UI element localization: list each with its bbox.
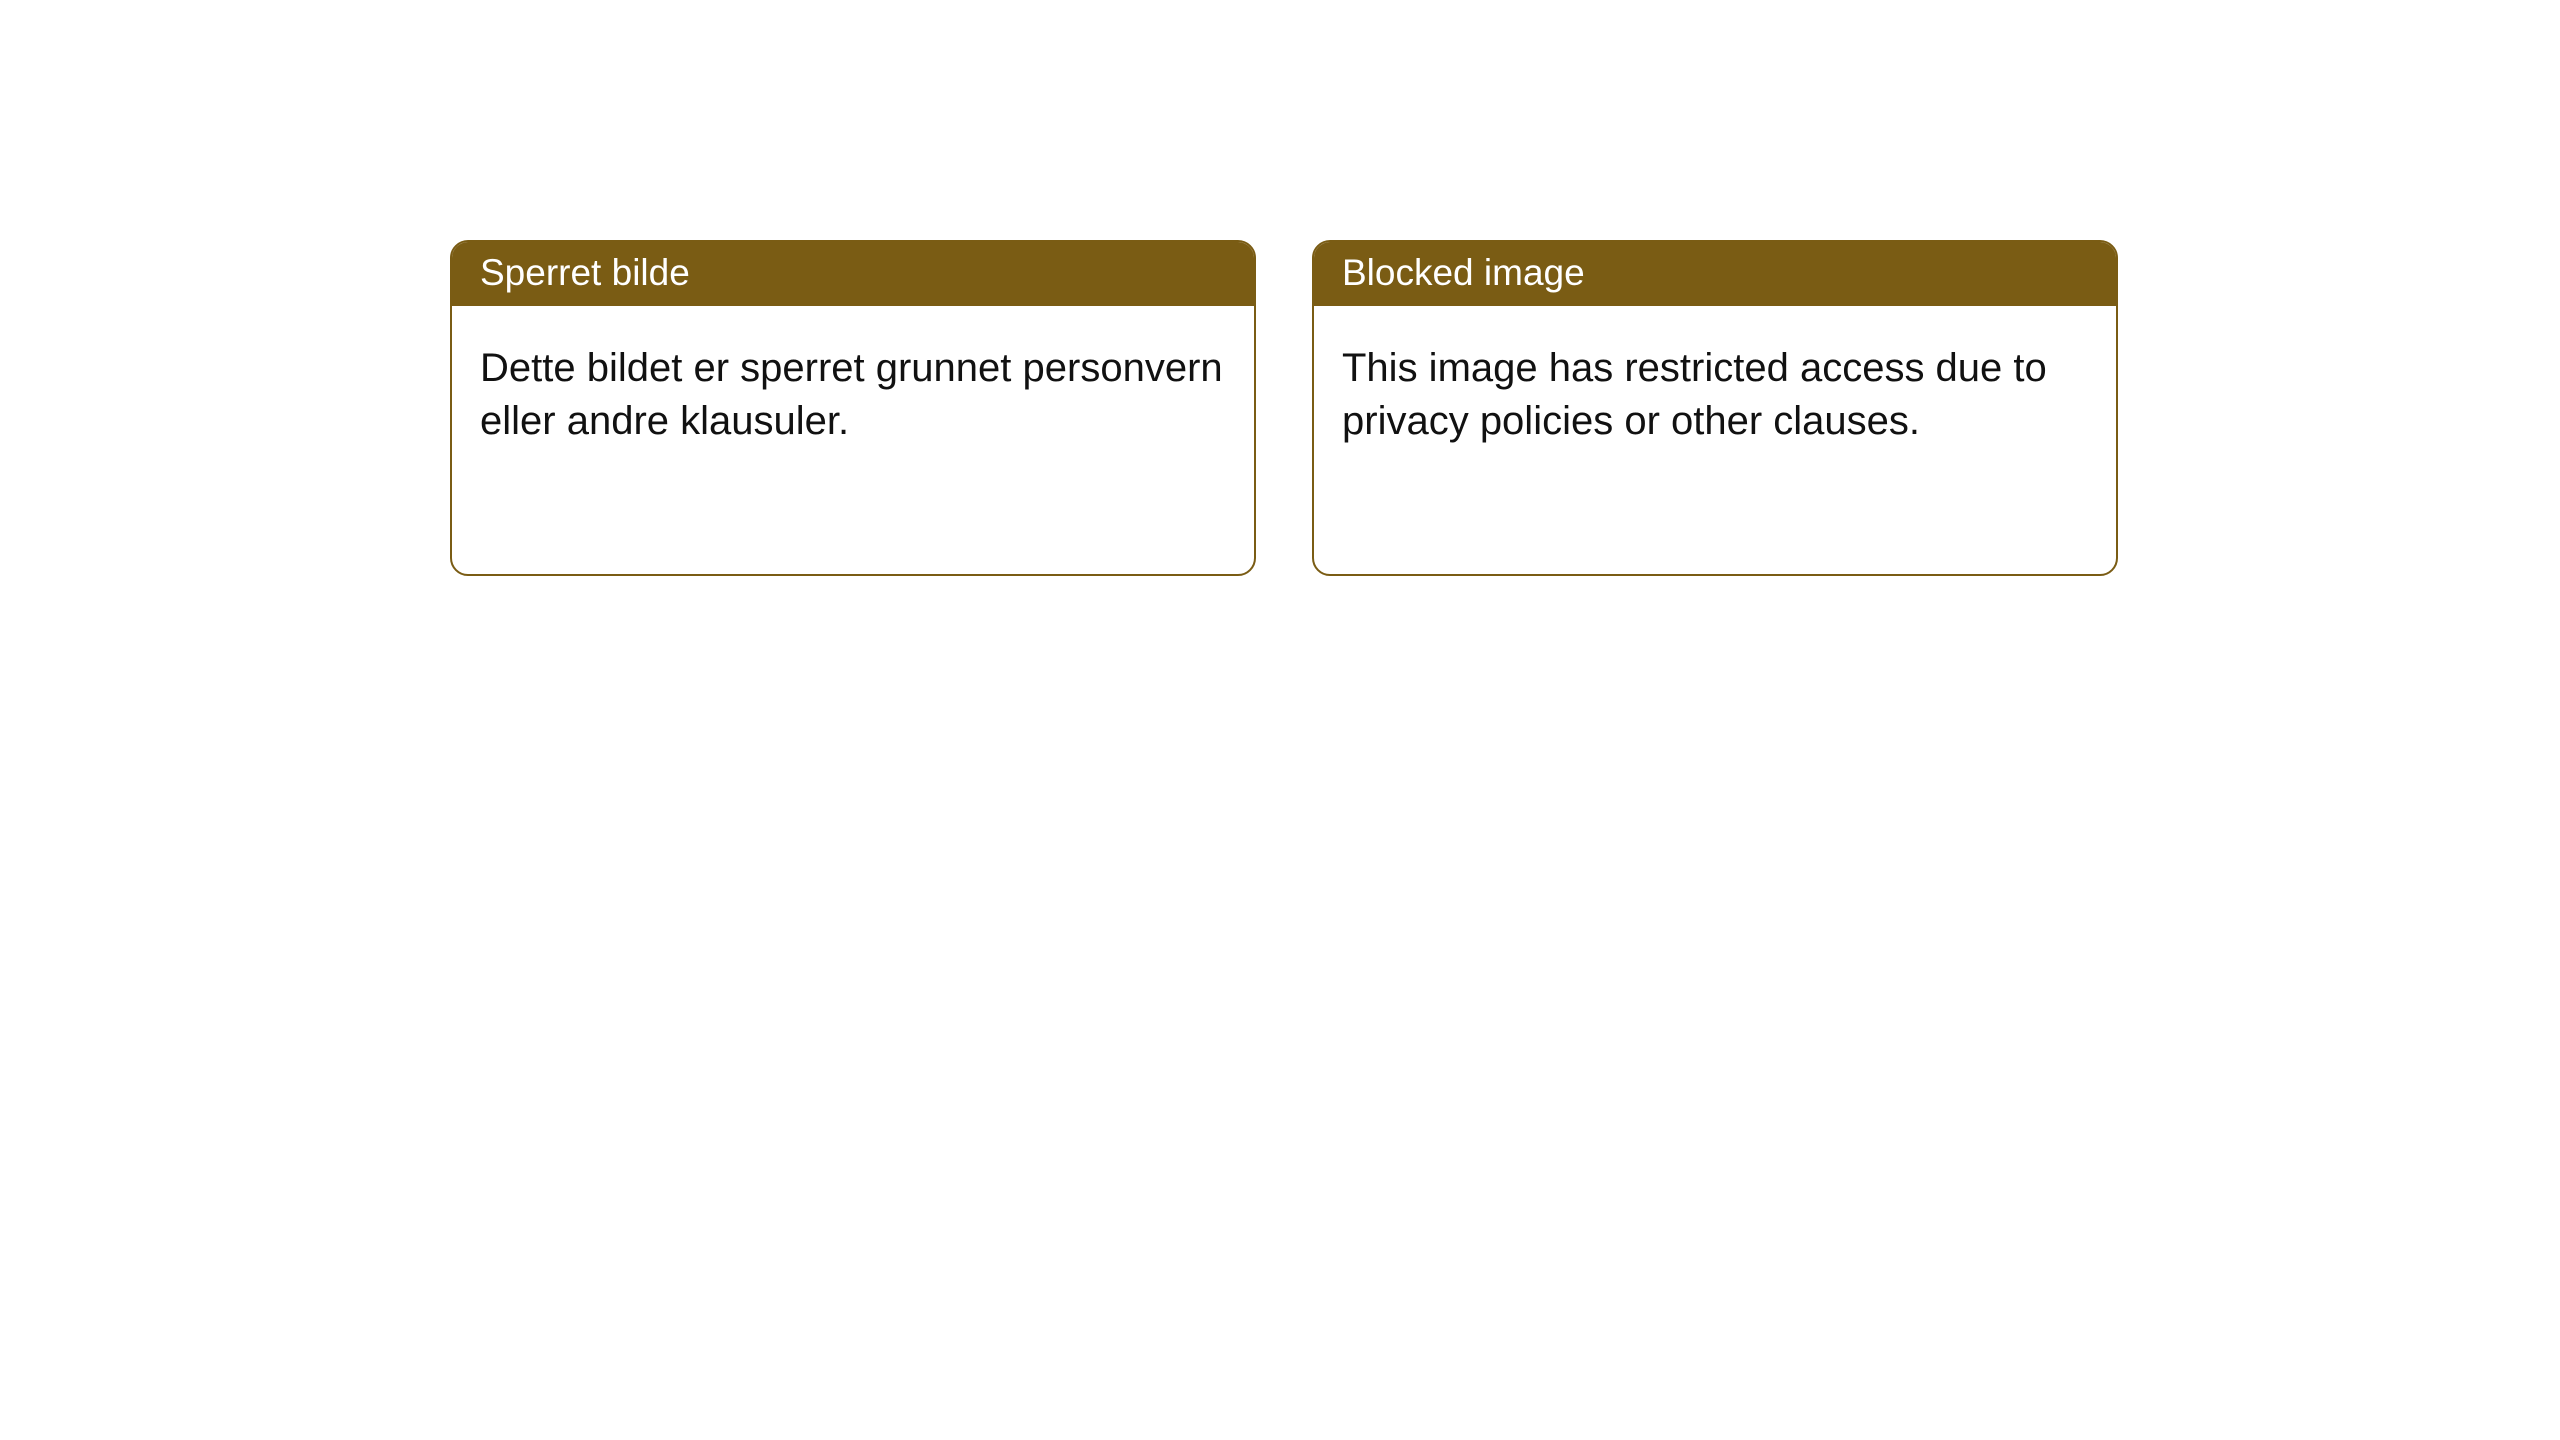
- card-message-english: This image has restricted access due to …: [1314, 306, 2116, 476]
- card-title-english: Blocked image: [1314, 242, 2116, 306]
- card-message-norwegian: Dette bildet er sperret grunnet personve…: [452, 306, 1254, 476]
- blocked-image-card-english: Blocked image This image has restricted …: [1312, 240, 2118, 576]
- notice-container: Sperret bilde Dette bildet er sperret gr…: [0, 0, 2560, 576]
- blocked-image-card-norwegian: Sperret bilde Dette bildet er sperret gr…: [450, 240, 1256, 576]
- card-title-norwegian: Sperret bilde: [452, 242, 1254, 306]
